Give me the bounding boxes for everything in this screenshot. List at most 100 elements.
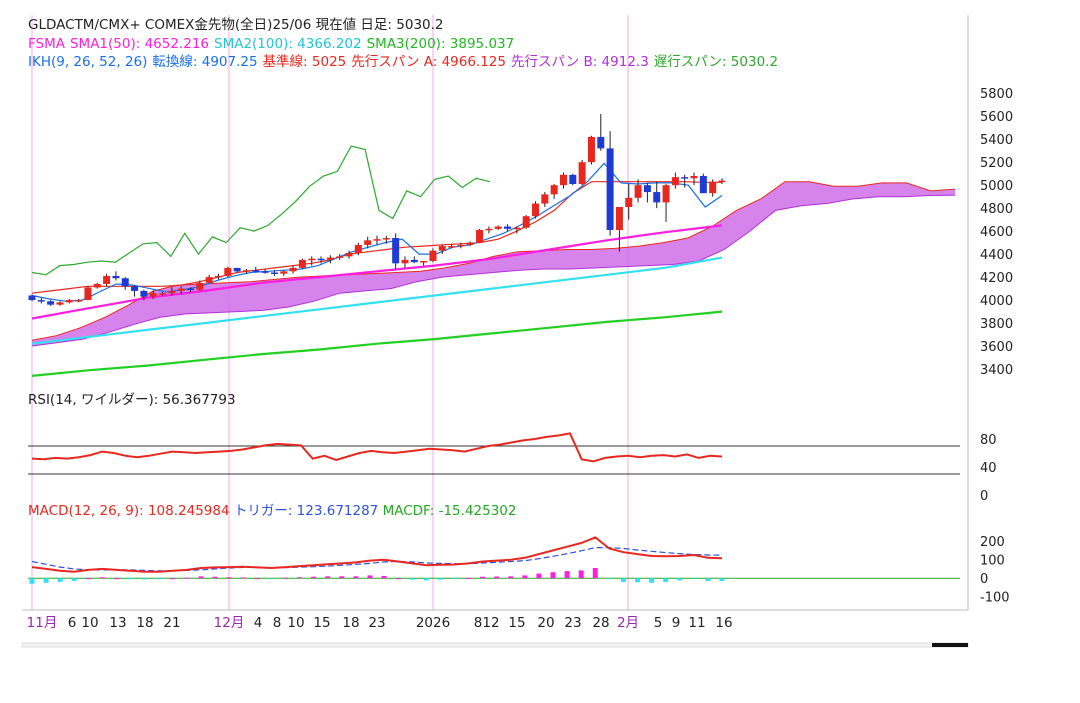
macdf-bar (564, 571, 570, 579)
macdf-bar (381, 575, 387, 579)
candle-body (438, 246, 446, 251)
chikou-line (31, 145, 491, 276)
macd-tick-label: 100 (980, 554, 1005, 569)
x-tick-label: 5 (654, 615, 663, 631)
candle-body (103, 275, 111, 284)
candle-body (643, 185, 651, 193)
macdf-bar (71, 578, 77, 581)
macdf-bar (212, 576, 218, 579)
macdf-bar (325, 576, 331, 579)
candle-body (224, 267, 232, 276)
candle-body (289, 267, 297, 272)
macd-line (31, 536, 723, 573)
fsma-legend: FSMA SMA1(50): 4652.216 SMA2(100): 4366.20… (28, 36, 519, 53)
price-tick-label: 5800 (980, 87, 1013, 102)
candle-body (317, 258, 325, 261)
senkou-b-legend: 先行スパン B: 4912.3 (510, 54, 649, 70)
candle-body (522, 216, 530, 228)
candle-body (392, 238, 400, 264)
candle-body (168, 290, 176, 294)
candle-body (420, 261, 428, 263)
candle-body (159, 293, 167, 295)
candle-body (56, 302, 64, 305)
candle-body (513, 227, 521, 230)
sma2-legend: SMA2(100): 4366.202 (214, 36, 362, 52)
cloud-fill (32, 181, 955, 346)
candle-body (699, 175, 707, 194)
macdf-bar (480, 576, 486, 579)
macdf-bar (282, 577, 288, 579)
x-tick-label: 23 (564, 615, 581, 631)
x-tick-label: 16 (715, 615, 732, 631)
month-divider-lines (31, 15, 629, 610)
x-tick-label: 20 (537, 615, 554, 631)
candle-body (485, 228, 493, 231)
macdf-value: MACDF: -15.425302 (382, 503, 517, 519)
candle-body (653, 192, 661, 203)
candle-body (84, 287, 92, 301)
macdf-bar (536, 573, 542, 579)
x-tick-label: 11 (688, 615, 705, 631)
x-tick-label: 28 (592, 615, 609, 631)
price-grid (22, 15, 969, 611)
price-tick-label: 3400 (980, 363, 1013, 378)
sma1-line (31, 224, 723, 320)
senkou-a-legend: 先行スパン A: 4966.125 (351, 54, 506, 70)
price-tick-label: 4200 (980, 271, 1013, 286)
x-tick-label: 11月 (27, 615, 58, 631)
candle-body (187, 288, 195, 291)
macd-tick-label: 200 (980, 535, 1005, 550)
macdf-bar (451, 578, 457, 580)
macdf-bar (649, 578, 655, 583)
candle-body (550, 185, 558, 195)
rsi-tick-label: 40 (980, 461, 997, 476)
candle-body (65, 300, 73, 303)
candle-body (252, 270, 260, 272)
price-tick-label: 4000 (980, 294, 1013, 309)
fsma-label: FSMA (28, 36, 65, 52)
price-tick-label: 5200 (980, 156, 1013, 171)
candle-body (214, 275, 222, 278)
macdf-bar (268, 578, 274, 580)
scrollbar[interactable] (21, 642, 969, 648)
macdf-bar (663, 578, 669, 582)
candle-body (354, 244, 362, 253)
candle-body (131, 286, 139, 291)
x-tick-label: 12 (482, 615, 499, 631)
macdf-bar (99, 577, 105, 579)
candle-body (261, 271, 269, 273)
macdf-bar (254, 578, 260, 580)
x-tick-label: 4 (254, 615, 263, 631)
macdf-bar (620, 578, 626, 582)
x-tick-label: 2026 (416, 615, 450, 631)
tenkan-legend: 転換線: 4907.25 (152, 54, 258, 70)
price-tick-label: 4400 (980, 248, 1013, 263)
candle-body (121, 278, 129, 287)
macdf-bar (550, 572, 556, 579)
chart-title: GLDACTM/CMX+ COMEX金先物(全日)25/06 現在値 日足: 5… (28, 17, 444, 33)
x-tick-label: 21 (163, 615, 180, 631)
x-tick-label: 23 (368, 615, 385, 631)
candle-body (37, 300, 45, 302)
scrollbar-thumb (932, 643, 968, 647)
macdf-bar (494, 576, 500, 579)
macdf-bar (409, 578, 415, 580)
candle-body (112, 275, 120, 279)
x-tick-label: 18 (342, 615, 359, 631)
macdf-bar (353, 576, 359, 579)
x-tick-label: 9 (672, 615, 681, 631)
ikh-legend: IKH(9, 26, 52, 26) 転換線: 4907.25 基準線: 5025 先… (28, 54, 783, 71)
candle-body (345, 252, 353, 257)
price-tick-label: 3600 (980, 340, 1013, 355)
candle-body (429, 250, 437, 262)
candle-body (382, 238, 390, 240)
macdf-bar (606, 578, 612, 580)
macdf-bar (677, 578, 683, 581)
candle-body (140, 290, 148, 297)
macdf-bar (29, 578, 35, 584)
candle-body (196, 282, 204, 290)
kijun-legend: 基準線: 5025 (262, 54, 347, 70)
macdf-bar (226, 577, 232, 579)
trigger-value: トリガー: 123.671287 (233, 503, 379, 519)
